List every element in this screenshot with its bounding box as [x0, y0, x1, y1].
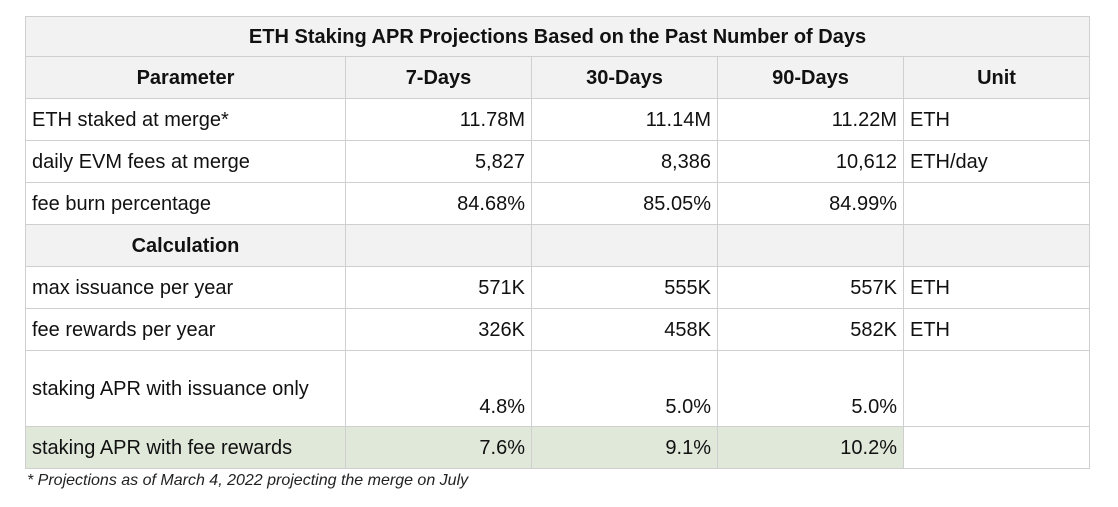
value-30-days: 85.05% — [531, 182, 718, 225]
value-30-days: 555K — [531, 266, 718, 309]
section-empty-cell — [902, 224, 1091, 267]
table-row: fee rewards per year 326K 458K 582K ETH — [25, 308, 1091, 351]
value-30-days: 5.0% — [531, 350, 718, 427]
table-title-row: ETH Staking APR Projections Based on the… — [24, 16, 1091, 57]
header-30-days: 30-Days — [531, 56, 718, 99]
value-7-days: 4.8% — [345, 350, 532, 427]
value-30-days: 458K — [531, 308, 718, 351]
section-label-calculation: Calculation — [25, 224, 346, 267]
table-row: staking APR with issuance only 4.8% 5.0%… — [25, 350, 1091, 427]
table-row-highlighted: staking APR with fee rewards 7.6% 9.1% 1… — [25, 426, 1091, 469]
section-empty-cell — [717, 224, 904, 267]
value-unit — [902, 350, 1091, 427]
table-header-row: Parameter 7-Days 30-Days 90-Days Unit — [25, 56, 1091, 99]
value-unit — [902, 426, 1091, 469]
row-label: fee rewards per year — [25, 308, 346, 351]
value-7-days: 7.6% — [345, 426, 532, 469]
value-unit — [902, 182, 1091, 225]
row-label: staking APR with fee rewards — [25, 426, 346, 469]
row-label: fee burn percentage — [25, 182, 346, 225]
row-label: staking APR with issuance only — [25, 350, 346, 427]
table-row: fee burn percentage 84.68% 85.05% 84.99% — [25, 182, 1091, 225]
row-label: max issuance per year — [25, 266, 346, 309]
apr-table-container: ETH Staking APR Projections Based on the… — [24, 16, 1091, 490]
table-row: daily EVM fees at merge 5,827 8,386 10,6… — [25, 140, 1091, 183]
value-30-days: 8,386 — [531, 140, 718, 183]
row-label: ETH staked at merge* — [25, 98, 346, 141]
value-30-days: 9.1% — [531, 426, 718, 469]
value-90-days: 84.99% — [717, 182, 904, 225]
value-7-days: 326K — [345, 308, 532, 351]
footnote: * Projections as of March 4, 2022 projec… — [27, 472, 469, 489]
section-header-row: Calculation — [25, 224, 1091, 267]
header-7-days: 7-Days — [345, 56, 532, 99]
value-90-days: 557K — [717, 266, 904, 309]
value-90-days: 582K — [717, 308, 904, 351]
value-7-days: 5,827 — [345, 140, 532, 183]
header-90-days: 90-Days — [717, 56, 904, 99]
value-7-days: 11.78M — [345, 98, 532, 141]
value-unit: ETH/day — [902, 140, 1091, 183]
value-unit: ETH — [902, 266, 1091, 309]
value-unit: ETH — [902, 98, 1091, 141]
section-empty-cell — [345, 224, 532, 267]
header-parameter: Parameter — [25, 56, 346, 99]
table-title: ETH Staking APR Projections Based on the… — [24, 16, 1091, 57]
apr-projection-table: ETH Staking APR Projections Based on the… — [24, 16, 1091, 469]
value-90-days: 10,612 — [717, 140, 904, 183]
table-row: max issuance per year 571K 555K 557K ETH — [25, 266, 1091, 309]
table-row: ETH staked at merge* 11.78M 11.14M 11.22… — [25, 98, 1091, 141]
header-unit: Unit — [902, 56, 1091, 99]
value-90-days: 10.2% — [717, 426, 904, 469]
section-empty-cell — [531, 224, 718, 267]
value-7-days: 571K — [345, 266, 532, 309]
value-90-days: 5.0% — [717, 350, 904, 427]
value-unit: ETH — [902, 308, 1091, 351]
value-30-days: 11.14M — [531, 98, 718, 141]
row-label: daily EVM fees at merge — [25, 140, 346, 183]
value-90-days: 11.22M — [717, 98, 904, 141]
value-7-days: 84.68% — [345, 182, 532, 225]
